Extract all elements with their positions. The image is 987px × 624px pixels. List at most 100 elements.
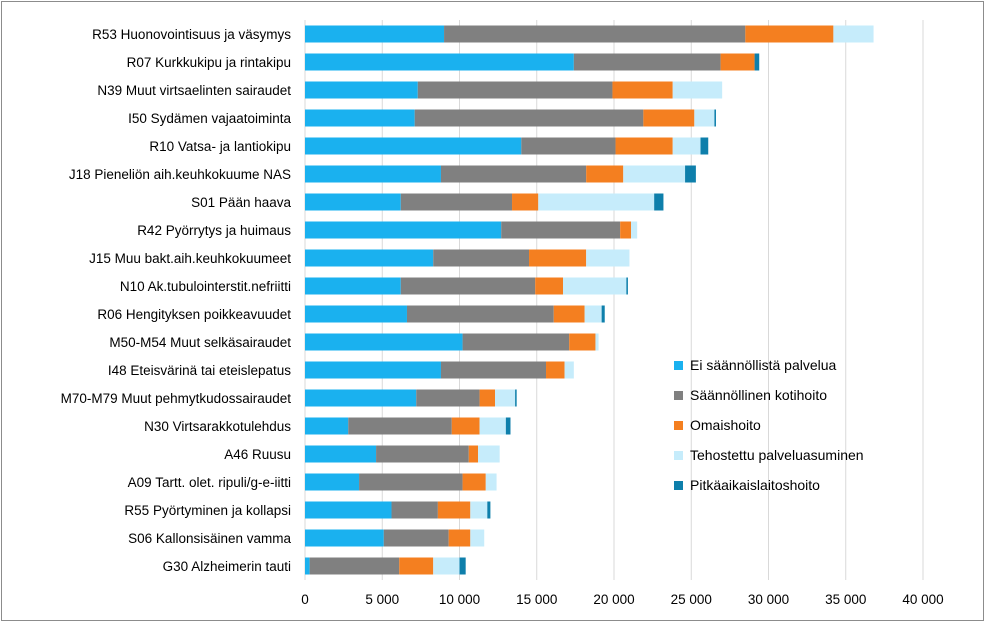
bar-segment-17-3 — [470, 501, 488, 519]
bar-segment-12-0 — [305, 361, 441, 379]
bar-segment-3-1 — [414, 109, 644, 127]
bar-segment-8-0 — [305, 249, 434, 267]
category-label: R55 Pyörtyminen ja kollapsi — [124, 503, 291, 518]
bar-segment-4-1 — [521, 137, 616, 155]
category-label: S01 Pään haava — [191, 195, 291, 210]
bar-segment-0-2 — [745, 25, 834, 43]
bar-segment-1-4 — [754, 53, 760, 71]
category-label: I50 Sydämen vajaatoiminta — [128, 111, 291, 126]
x-tick-label: 0 — [301, 592, 309, 607]
category-label: N39 Muut virtsaelinten sairaudet — [97, 83, 291, 98]
bar-segment-3-4 — [714, 109, 716, 127]
category-label: R06 Hengityksen poikkeavuudet — [97, 307, 291, 322]
bar-segment-15-0 — [305, 445, 377, 463]
bar-segment-15-1 — [376, 445, 469, 463]
bar-segment-19-4 — [459, 557, 466, 575]
x-tick-label: 15 000 — [516, 592, 557, 607]
bar-segment-2-1 — [417, 81, 613, 99]
bars — [305, 25, 874, 575]
bar-segment-2-3 — [672, 81, 723, 99]
bar-segment-13-1 — [416, 389, 480, 407]
bar-segment-8-1 — [433, 249, 530, 267]
bar-segment-4-2 — [615, 137, 673, 155]
bar-segment-13-0 — [305, 389, 417, 407]
bar-segment-10-2 — [553, 305, 585, 323]
legend-swatch-4 — [674, 481, 683, 490]
bar-segment-4-3 — [672, 137, 701, 155]
bar-segment-17-2 — [437, 501, 471, 519]
bar-segment-1-1 — [573, 53, 721, 71]
bar-segment-18-0 — [305, 529, 384, 547]
bar-segment-14-3 — [479, 417, 506, 435]
bar-segment-7-0 — [305, 221, 502, 239]
bar-segment-3-0 — [305, 109, 415, 127]
bar-segment-16-1 — [359, 473, 463, 491]
bar-segment-11-3 — [595, 333, 599, 351]
bar-segment-8-3 — [586, 249, 630, 267]
category-label: I48 Eteisvärinä tai eteislepatus — [108, 363, 291, 378]
legend-label-3: Tehostettu palveluasuminen — [690, 447, 864, 463]
category-label: N30 Virtsarakkotulehdus — [144, 419, 291, 434]
bar-segment-3-3 — [694, 109, 715, 127]
bar-segment-12-1 — [440, 361, 547, 379]
x-tick-label: 35 000 — [825, 592, 866, 607]
x-tick-label: 20 000 — [593, 592, 634, 607]
bar-segment-9-4 — [626, 277, 628, 295]
x-tick-label: 40 000 — [902, 592, 943, 607]
bar-segment-9-0 — [305, 277, 401, 295]
bar-segment-14-1 — [348, 417, 452, 435]
category-label: J15 Muu bakt.aih.keuhkokuumeet — [89, 251, 291, 266]
bar-segment-16-2 — [462, 473, 486, 491]
bar-segment-5-2 — [586, 165, 624, 183]
bar-segment-2-0 — [305, 81, 418, 99]
bar-segment-11-0 — [305, 333, 463, 351]
bar-segment-5-4 — [685, 165, 696, 183]
bar-segment-4-4 — [700, 137, 709, 155]
legend-label-0: Ei säännöllistä palvelua — [690, 357, 837, 373]
bar-segment-15-2 — [468, 445, 479, 463]
legend-swatch-3 — [674, 451, 683, 460]
bar-segment-7-3 — [630, 221, 638, 239]
category-label: N10 Ak.tubulointerstit.nefriitti — [120, 279, 291, 294]
bar-segment-14-2 — [451, 417, 480, 435]
bar-segment-3-2 — [643, 109, 695, 127]
bar-segment-13-3 — [495, 389, 516, 407]
category-label: J18 Pieneliön aih.keuhkokuume NAS — [69, 167, 291, 182]
bar-segment-19-0 — [305, 557, 310, 575]
category-label: R42 Pyörrytys ja huimaus — [137, 223, 291, 238]
bar-segment-6-4 — [654, 193, 664, 211]
bar-segment-13-2 — [479, 389, 496, 407]
category-label: R53 Huonovointisuus ja väsymys — [92, 27, 291, 42]
legend: Ei säännöllistä palvelua Säännöllinen kot… — [674, 357, 864, 493]
legend-swatch-2 — [674, 421, 683, 430]
bar-segment-14-0 — [305, 417, 349, 435]
category-labels: R53 Huonovointisuus ja väsymys R07 Kurkku… — [61, 27, 292, 574]
bar-segment-6-1 — [400, 193, 513, 211]
bar-segment-10-0 — [305, 305, 407, 323]
bar-segment-17-1 — [391, 501, 438, 519]
bar-segment-9-1 — [400, 277, 536, 295]
bar-segment-2-2 — [612, 81, 673, 99]
bar-segment-10-3 — [584, 305, 602, 323]
x-tick-label: 5 000 — [365, 592, 399, 607]
bar-segment-5-0 — [305, 165, 441, 183]
bar-segment-17-0 — [305, 501, 392, 519]
bar-segment-6-3 — [538, 193, 655, 211]
x-tick-label: 25 000 — [671, 592, 712, 607]
legend-label-4: Pitkäaikaislaitoshoito — [690, 477, 820, 493]
bar-segment-18-3 — [470, 529, 485, 547]
category-label: R07 Kurkkukipu ja rintakipu — [127, 55, 291, 70]
category-label: A46 Ruusu — [224, 447, 291, 462]
bar-segment-19-1 — [309, 557, 400, 575]
bar-segment-15-3 — [478, 445, 500, 463]
bar-segment-5-1 — [440, 165, 587, 183]
bar-segment-19-2 — [399, 557, 434, 575]
bar-segment-10-1 — [406, 305, 554, 323]
category-label: R10 Vatsa- ja lantiokipu — [149, 139, 291, 154]
bar-segment-0-0 — [305, 25, 445, 43]
bar-segment-16-0 — [305, 473, 360, 491]
bar-segment-7-2 — [620, 221, 631, 239]
legend-label-2: Omaishoito — [690, 417, 761, 433]
x-tick-label: 30 000 — [748, 592, 789, 607]
